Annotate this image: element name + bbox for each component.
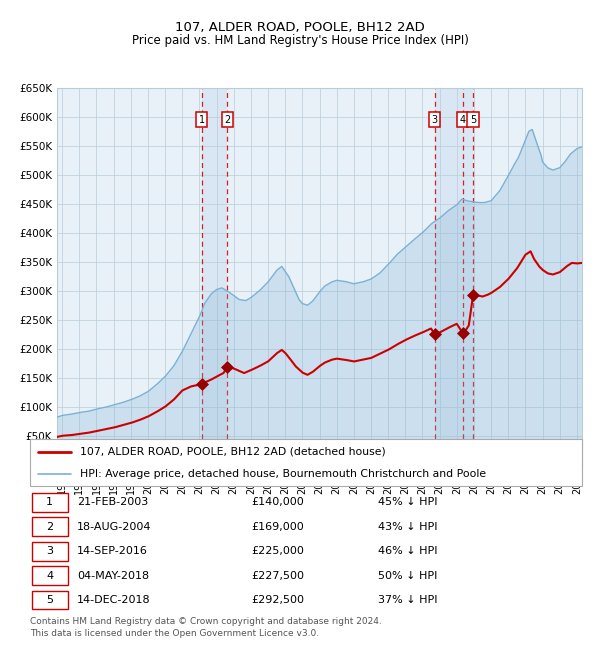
Text: £225,000: £225,000 bbox=[251, 546, 304, 556]
FancyBboxPatch shape bbox=[32, 566, 68, 585]
Bar bbox=[434, 88, 473, 465]
Text: £140,000: £140,000 bbox=[251, 497, 304, 507]
Text: £292,500: £292,500 bbox=[251, 595, 304, 605]
Text: 5: 5 bbox=[46, 595, 53, 605]
Text: 4: 4 bbox=[46, 571, 53, 580]
Text: £169,000: £169,000 bbox=[251, 522, 304, 532]
FancyBboxPatch shape bbox=[32, 542, 68, 560]
FancyBboxPatch shape bbox=[30, 439, 582, 486]
Text: 14-SEP-2016: 14-SEP-2016 bbox=[77, 546, 148, 556]
Text: 3: 3 bbox=[46, 546, 53, 556]
Text: HPI: Average price, detached house, Bournemouth Christchurch and Poole: HPI: Average price, detached house, Bour… bbox=[80, 469, 486, 479]
Text: £227,500: £227,500 bbox=[251, 571, 304, 580]
Text: 37% ↓ HPI: 37% ↓ HPI bbox=[378, 595, 437, 605]
Text: 2: 2 bbox=[224, 115, 230, 125]
Text: 43% ↓ HPI: 43% ↓ HPI bbox=[378, 522, 437, 532]
Text: This data is licensed under the Open Government Licence v3.0.: This data is licensed under the Open Gov… bbox=[30, 629, 319, 638]
Text: 5: 5 bbox=[470, 115, 476, 125]
Text: Price paid vs. HM Land Registry's House Price Index (HPI): Price paid vs. HM Land Registry's House … bbox=[131, 34, 469, 47]
Text: 50% ↓ HPI: 50% ↓ HPI bbox=[378, 571, 437, 580]
Text: 107, ALDER ROAD, POOLE, BH12 2AD (detached house): 107, ALDER ROAD, POOLE, BH12 2AD (detach… bbox=[80, 447, 385, 456]
FancyBboxPatch shape bbox=[32, 591, 68, 610]
FancyBboxPatch shape bbox=[32, 493, 68, 512]
Text: 4: 4 bbox=[460, 115, 466, 125]
Text: 107, ALDER ROAD, POOLE, BH12 2AD: 107, ALDER ROAD, POOLE, BH12 2AD bbox=[175, 21, 425, 34]
Text: 21-FEB-2003: 21-FEB-2003 bbox=[77, 497, 148, 507]
Bar bbox=[202, 88, 227, 465]
Text: Contains HM Land Registry data © Crown copyright and database right 2024.: Contains HM Land Registry data © Crown c… bbox=[30, 618, 382, 627]
Text: 45% ↓ HPI: 45% ↓ HPI bbox=[378, 497, 437, 507]
Text: 14-DEC-2018: 14-DEC-2018 bbox=[77, 595, 151, 605]
Text: 46% ↓ HPI: 46% ↓ HPI bbox=[378, 546, 437, 556]
Text: 1: 1 bbox=[46, 497, 53, 507]
Text: 18-AUG-2004: 18-AUG-2004 bbox=[77, 522, 151, 532]
FancyBboxPatch shape bbox=[32, 517, 68, 536]
Text: 04-MAY-2018: 04-MAY-2018 bbox=[77, 571, 149, 580]
Text: 3: 3 bbox=[431, 115, 437, 125]
Text: 1: 1 bbox=[199, 115, 205, 125]
Text: 2: 2 bbox=[46, 522, 53, 532]
